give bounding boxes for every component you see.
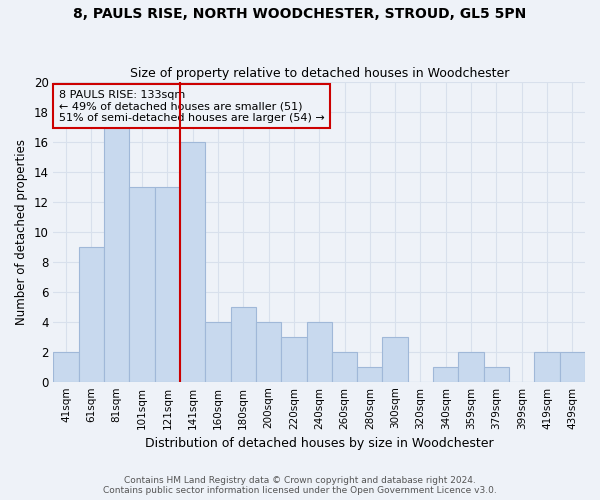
Bar [484, 366, 509, 382]
Bar [560, 352, 585, 382]
Bar [382, 336, 408, 382]
Bar [180, 142, 205, 382]
Bar [281, 336, 307, 382]
Bar [230, 307, 256, 382]
Bar [256, 322, 281, 382]
Bar [535, 352, 560, 382]
Title: Size of property relative to detached houses in Woodchester: Size of property relative to detached ho… [130, 66, 509, 80]
Bar [104, 127, 130, 382]
Text: 8, PAULS RISE, NORTH WOODCHESTER, STROUD, GL5 5PN: 8, PAULS RISE, NORTH WOODCHESTER, STROUD… [73, 8, 527, 22]
Bar [332, 352, 357, 382]
Bar [458, 352, 484, 382]
Bar [357, 366, 382, 382]
Y-axis label: Number of detached properties: Number of detached properties [15, 139, 28, 325]
X-axis label: Distribution of detached houses by size in Woodchester: Distribution of detached houses by size … [145, 437, 494, 450]
Bar [130, 187, 155, 382]
Text: 8 PAULS RISE: 133sqm
← 49% of detached houses are smaller (51)
51% of semi-detac: 8 PAULS RISE: 133sqm ← 49% of detached h… [59, 90, 325, 122]
Bar [79, 247, 104, 382]
Text: Contains HM Land Registry data © Crown copyright and database right 2024.
Contai: Contains HM Land Registry data © Crown c… [103, 476, 497, 495]
Bar [155, 187, 180, 382]
Bar [53, 352, 79, 382]
Bar [205, 322, 230, 382]
Bar [307, 322, 332, 382]
Bar [433, 366, 458, 382]
